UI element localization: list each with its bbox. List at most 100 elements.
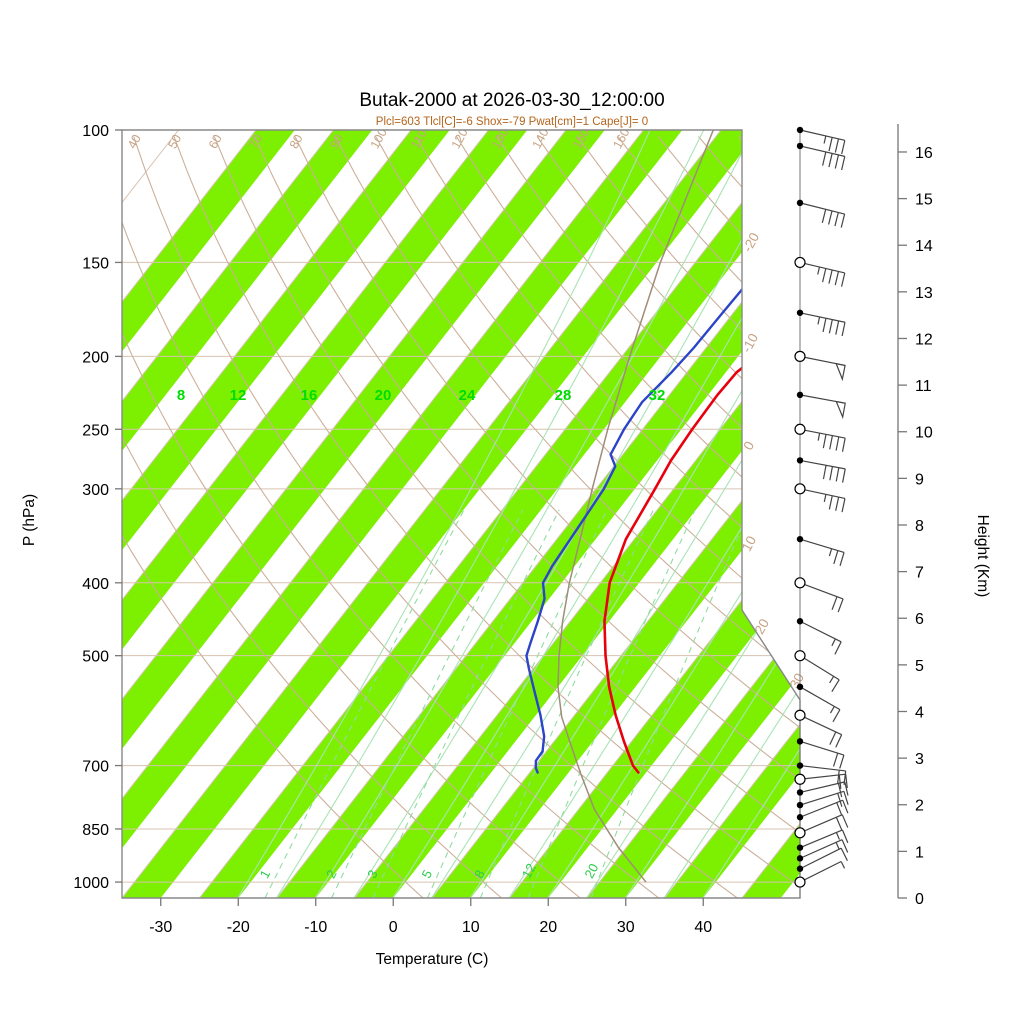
height-marker-dot: [796, 738, 804, 745]
pressure-tick-label: 200: [82, 349, 109, 366]
height-tick-label: 6: [915, 611, 924, 628]
height-marker-circle: [794, 650, 806, 662]
isobar-gridlines: [122, 130, 800, 883]
height-tick-label: 12: [915, 331, 933, 348]
height-marker-circle: [794, 483, 806, 495]
humidity-contour-label: 12: [230, 387, 247, 404]
height-marker-dot: [796, 844, 804, 851]
wind-barb: [799, 790, 849, 807]
height-marker-dot: [796, 789, 804, 796]
height-marker-dot: [796, 762, 804, 769]
wind-barb: [799, 202, 846, 228]
height-marker-circle: [794, 577, 806, 589]
height-marker-dot: [796, 814, 804, 821]
height-marker-dot: [796, 142, 804, 150]
wind-barb: [799, 740, 845, 769]
wind-barb: [799, 764, 847, 785]
height-marker-dot: [796, 855, 804, 862]
temperature-tick-label: 0: [389, 919, 398, 936]
wind-barb: [799, 394, 846, 420]
height-marker-dot: [796, 457, 804, 464]
temperature-path: [603, 130, 800, 774]
temperature-profile-curve: [603, 130, 800, 774]
dewpoint-profile-curve: [525, 130, 800, 774]
height-marker-dot: [796, 309, 804, 316]
height-axis-title: Height (Km): [974, 515, 991, 598]
height-tick-label: 16: [915, 145, 933, 162]
wind-barb: [799, 847, 848, 870]
height-marker-dot: [796, 683, 804, 691]
wind-barb: [799, 145, 846, 171]
wind-barb: [799, 488, 846, 513]
temperature-tick-label: -20: [227, 919, 250, 936]
temperature-tick-label: -10: [304, 919, 327, 936]
isotherm-lines: [122, 130, 800, 898]
parcel-trajectory-curve: [557, 130, 714, 883]
plot-interior: 40 50 60 70 80 90 100 110 120 130 140 150 160 8 12 16 2…: [122, 130, 800, 898]
wind-barb: [799, 860, 846, 883]
wind-barb-column: [794, 126, 849, 898]
humidity-contour-label: 8: [177, 387, 185, 404]
temperature-tick-label: 10: [462, 919, 480, 936]
height-marker-dot: [796, 801, 804, 809]
pressure-tick-label: 400: [82, 576, 109, 593]
height-marker-dot: [796, 391, 804, 399]
wind-barb: [799, 620, 842, 655]
wind-barb: [799, 355, 846, 382]
wind-barb: [799, 538, 845, 566]
height-tick-label: 3: [915, 751, 924, 768]
dry-adiabat-labels: 40 50 60 70 80 90 100 110 120 130 140 150 160: [125, 130, 633, 151]
height-marker-circle: [794, 256, 806, 269]
wind-barb: [799, 829, 849, 849]
isotherm-label: 10: [739, 533, 759, 553]
dry-adiabat-label: 60: [206, 132, 225, 151]
humidity-contour-label: 16: [301, 387, 318, 404]
height-tick-label: 15: [915, 192, 933, 209]
humidity-contour-label: 24: [459, 387, 476, 404]
temperature-axis-ticks: -30 -20 -10 0 10 20 30 40: [149, 898, 712, 936]
mixing-ratio-label: 12: [519, 861, 539, 881]
height-marker-circle: [794, 350, 806, 362]
wind-barb: [799, 814, 849, 834]
wind-barb: [799, 655, 840, 693]
height-marker-circle: [794, 773, 806, 785]
wind-barb: [799, 312, 846, 337]
height-tick-label: 8: [915, 518, 924, 535]
temperature-tick-label: 30: [617, 919, 635, 936]
pressure-tick-label: 850: [82, 822, 109, 839]
height-tick-label: 1: [915, 844, 924, 861]
pressure-tick-label: 300: [82, 482, 109, 499]
pressure-tick-label: 500: [82, 649, 109, 666]
height-tick-label: 9: [915, 471, 924, 488]
height-tick-label: 7: [915, 565, 924, 582]
height-marker-circle: [794, 827, 806, 839]
temperature-tick-label: 20: [539, 919, 557, 936]
height-marker-circle: [794, 423, 806, 435]
pressure-tick-label: 250: [82, 422, 109, 439]
wind-barb: [799, 799, 849, 818]
page-title: Butak-2000 at 2026-03-30_12:00:00: [359, 90, 664, 111]
pressure-tick-label: 1000: [73, 875, 109, 892]
temperature-axis-title: Temperature (C): [376, 951, 489, 968]
dewpoint-path: [525, 130, 800, 774]
dry-adiabat-label: 50: [165, 132, 184, 151]
humidity-shading-bands: [122, 130, 800, 898]
height-marker-circle: [794, 709, 806, 721]
wind-barb: [799, 582, 844, 613]
dry-adiabat-label: 80: [287, 132, 306, 151]
wind-barb: [799, 261, 846, 287]
temperature-tick-label: -30: [149, 919, 172, 936]
height-marker-circle: [794, 876, 806, 888]
height-marker-dot: [796, 126, 804, 134]
wind-barb: [799, 839, 849, 859]
height-tick-label: 13: [915, 285, 933, 302]
humidity-contour-labels: 8 12 16 20 24 28 32: [177, 387, 666, 404]
isotherm-label: 20: [752, 616, 772, 636]
height-marker-dot: [796, 535, 804, 543]
dry-adiabat-label: 40: [125, 132, 144, 151]
wind-barb: [799, 714, 843, 748]
humidity-contour-label: 20: [375, 387, 392, 404]
